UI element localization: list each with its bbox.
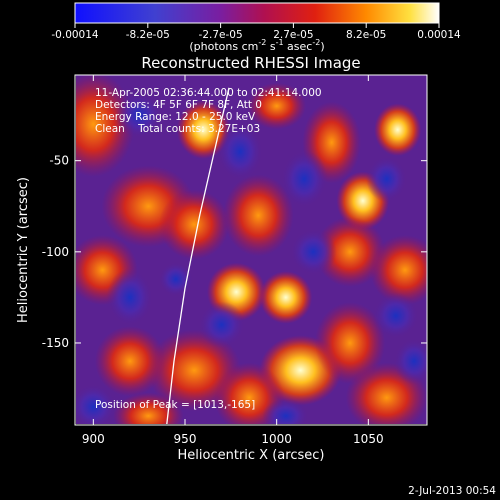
y-tick-label: -100 [42,245,69,259]
x-tick-label: 950 [174,432,197,446]
x-axis-label: Heliocentric X (arcsec) [178,448,325,463]
x-tick-label: 1050 [353,432,384,446]
heatmap-blob [393,337,427,385]
colorbar-unit-label: (photons cm-2 s-1 asec-2) [189,38,324,53]
heatmap-blob [76,75,135,177]
colorbar-tick-label: -2.7e-05 [199,29,243,41]
annotation-clean-counts: Clean Total counts: 3.27E+03 [95,123,260,135]
heatmap-blob [247,82,306,130]
heatmap-blob [216,122,264,181]
heatmap-blob [314,216,386,287]
y-tick-label: -150 [42,336,69,350]
colorbar-tick-label: 0.00014 [417,29,461,41]
heatmap-blob [223,174,294,257]
heatmap-blob [372,292,420,339]
heatmap-blob [76,383,117,424]
solar-limb-line [166,87,230,424]
colorbar-tick-label: 8.2e-05 [346,29,386,41]
heatmap-blob [280,149,328,209]
heatmap-blob [369,235,427,306]
heatmap-blob [158,189,230,260]
chart-title: Reconstructed RHESSI Image [141,54,360,72]
annotation-peak-position: Position of Peak = [1013,-165] [95,399,255,411]
heatmap-blob [259,271,313,324]
colorbar-ticks [74,23,440,28]
heatmap-blob [366,155,408,203]
heatmap-blob [262,398,310,424]
footer-timestamp: 2-Jul-2013 00:54 [408,485,496,497]
x-axis: 900 950 1000 1050 [82,75,384,446]
colorbar-tick-label: -8.2e-05 [126,29,170,41]
heatmap-blob [113,392,184,424]
annotation-time-range: 11-Apr-2005 02:36:44.000 to 02:41:14.000 [95,87,322,99]
heatmap-blob [115,91,163,139]
colorbar-tick-label: -0.00014 [51,29,99,41]
heatmap-blob [158,261,194,297]
heatmap-image [76,75,427,424]
annotation-energy-range: Energy Range: 12.0 - 25.0 keV [95,111,256,123]
colorbar [74,2,440,24]
heatmap-blob [198,301,246,349]
heatmap-blob [374,103,422,156]
y-axis-label: Heliocentric Y (arcsec) [16,177,31,323]
colorbar-tick-label: 2.7e-05 [273,29,313,41]
annotation-detectors: Detectors: 4F 5F 6F 7F 8F, Att 0 [95,99,262,111]
heatmap-blob [106,268,154,327]
x-tick-label: 900 [82,432,105,446]
y-tick-label: -50 [49,154,69,168]
heatmap-blob [289,228,337,276]
plot-frame [74,74,428,426]
colorbar-tick-labels: -0.00014 -8.2e-05 -2.7e-05 2.7e-05 8.2e-05 0.… [51,29,461,41]
heatmap-blob [314,302,386,384]
x-tick-label: 1000 [261,432,292,446]
heatmap-blob [94,326,166,397]
y-axis: -50 -100 -150 [42,154,427,350]
